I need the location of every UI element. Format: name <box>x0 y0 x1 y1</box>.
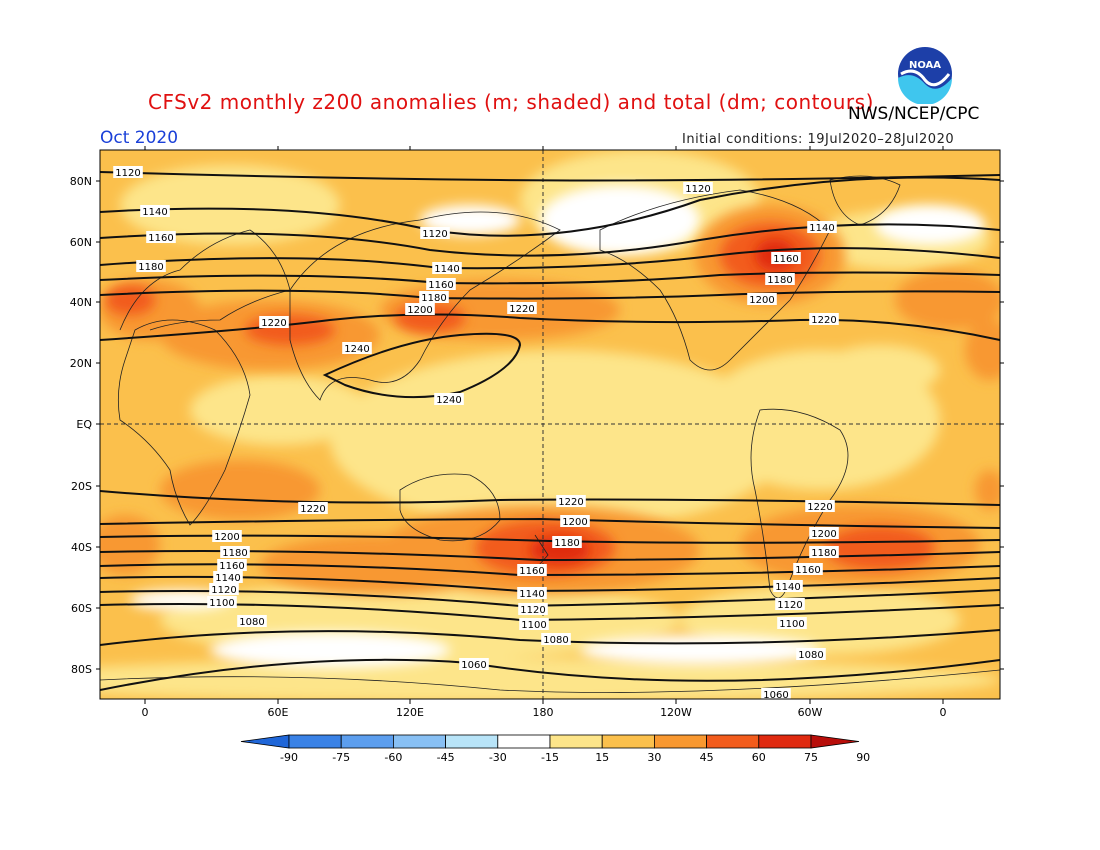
contour-label: 1200 <box>562 517 587 528</box>
contour-label: 1120 <box>115 168 140 179</box>
colorbar-tick-label: 75 <box>804 751 818 764</box>
contour-label: 1160 <box>428 280 453 291</box>
contour-label: 1200 <box>749 295 774 306</box>
latitude-labels: 80N 60N 40N 20N EQ 20S 40S 60S 80S <box>70 175 1004 676</box>
contour-label: 1100 <box>779 619 804 630</box>
contour-label: 1220 <box>261 318 286 329</box>
colorbar-segment <box>497 734 551 749</box>
longitude-labels: 0 60E 120E 180 120W 60W 0 <box>142 146 947 719</box>
contour-label: 1140 <box>215 573 240 584</box>
lon-label: 0 <box>940 706 947 719</box>
contour-label: 1140 <box>775 582 800 593</box>
contour-label: 1140 <box>434 264 459 275</box>
contour-labels: 1120114011601180122011201120114011601180… <box>113 166 839 701</box>
colorbar: -90 -75 -60 -45 -30 -15 15 30 45 60 75 90 <box>240 734 870 764</box>
lat-label: 40N <box>70 296 92 309</box>
initial-conditions: Initial conditions: 19Jul2020–28Jul2020 <box>682 132 955 147</box>
contour-label: 1160 <box>148 233 173 244</box>
contour-label: 1160 <box>519 566 544 577</box>
colorbar-tick-label: 30 <box>647 751 661 764</box>
contour-label: 1180 <box>767 275 792 286</box>
lat-label: 20N <box>70 357 92 370</box>
colorbar-segment <box>601 734 655 749</box>
noaa-logo-icon: NOAA <box>896 45 954 104</box>
colorbar-tick-label: 15 <box>595 751 609 764</box>
contour-label: 1060 <box>763 690 788 701</box>
anomaly-shading <box>100 150 1000 699</box>
contour-label: 1120 <box>520 605 545 616</box>
lon-label: 60E <box>268 706 289 719</box>
lat-label: 60S <box>71 602 92 615</box>
contour-label: 1080 <box>798 650 823 661</box>
lat-label: 80S <box>71 663 92 676</box>
colorbar-tick-label: -90 <box>280 751 298 764</box>
contour-label: 1200 <box>811 529 836 540</box>
contour-label: 1100 <box>209 598 234 609</box>
lat-label: 20S <box>71 480 92 493</box>
contour-label: 1120 <box>422 229 447 240</box>
colorbar-tick-label: 45 <box>700 751 714 764</box>
colorbar-segment <box>392 734 446 749</box>
colorbar-segment <box>654 734 708 749</box>
contour-label: 1160 <box>219 561 244 572</box>
colorbar-tick-label: -30 <box>489 751 507 764</box>
chart-title: CFSv2 monthly z200 anomalies (m; shaded)… <box>148 90 874 114</box>
contour-label: 1180 <box>811 548 836 559</box>
colorbar-segment <box>240 734 290 749</box>
contour-label: 1220 <box>807 502 832 513</box>
contour-label: 1060 <box>461 660 486 671</box>
contour-label: 1180 <box>421 293 446 304</box>
contour-label: 1200 <box>407 305 432 316</box>
colorbar-tick-label: 60 <box>752 751 766 764</box>
contour-label: 1180 <box>554 538 579 549</box>
colorbar-tick-label: 90 <box>856 751 870 764</box>
contour-label: 1080 <box>543 635 568 646</box>
contour-label: 1120 <box>685 184 710 195</box>
colorbar-segment <box>288 734 342 749</box>
lon-label: 60W <box>798 706 823 719</box>
lon-label: 180 <box>533 706 554 719</box>
colorbar-segment <box>340 734 394 749</box>
logo-text: NOAA <box>909 60 941 71</box>
coastlines <box>100 175 1000 693</box>
forecast-month: Oct 2020 <box>100 128 179 148</box>
contour-label: 1180 <box>138 262 163 273</box>
contour-label: 1220 <box>509 304 534 315</box>
contour-label: 1140 <box>142 207 167 218</box>
height-contours <box>100 171 1000 691</box>
colorbar-segment <box>549 734 603 749</box>
organization-label: NWS/NCEP/CPC <box>848 104 980 124</box>
contour-label: 1220 <box>300 504 325 515</box>
contour-label: 1220 <box>811 315 836 326</box>
lat-label: EQ <box>76 418 92 431</box>
lat-label: 40S <box>71 541 92 554</box>
contour-label: 1100 <box>521 620 546 631</box>
colorbar-segment <box>810 734 860 749</box>
lat-label: 80N <box>70 175 92 188</box>
lat-label: 60N <box>70 236 92 249</box>
colorbar-tick-label: -60 <box>384 751 402 764</box>
colorbar-segment <box>445 734 499 749</box>
colorbar-tick-label: -15 <box>541 751 559 764</box>
lon-label: 120E <box>396 706 424 719</box>
map-frame <box>99 149 1001 700</box>
contour-label: 1220 <box>558 497 583 508</box>
contour-label: 1120 <box>777 600 802 611</box>
lon-label: 0 <box>142 706 149 719</box>
contour-label: 1080 <box>239 617 264 628</box>
contour-label: 1120 <box>211 585 236 596</box>
colorbar-segment <box>706 734 760 749</box>
contour-label: 1140 <box>809 223 834 234</box>
contour-label: 1180 <box>222 548 247 559</box>
lon-label: 120W <box>660 706 692 719</box>
colorbar-segment <box>758 734 812 749</box>
colorbar-tick-label: -75 <box>332 751 350 764</box>
contour-label: 1240 <box>344 344 369 355</box>
contour-label: 1240 <box>436 395 461 406</box>
contour-label: 1160 <box>795 565 820 576</box>
contour-label: 1200 <box>214 532 239 543</box>
colorbar-tick-label: -45 <box>437 751 455 764</box>
contour-label: 1160 <box>773 254 798 265</box>
contour-label: 1140 <box>519 589 544 600</box>
